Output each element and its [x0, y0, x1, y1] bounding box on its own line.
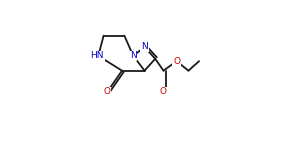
Text: HN: HN	[91, 51, 104, 60]
Text: O: O	[104, 87, 111, 97]
Text: O: O	[173, 57, 180, 66]
Text: N: N	[130, 51, 137, 60]
Text: N: N	[141, 43, 148, 51]
Text: O: O	[160, 87, 167, 97]
